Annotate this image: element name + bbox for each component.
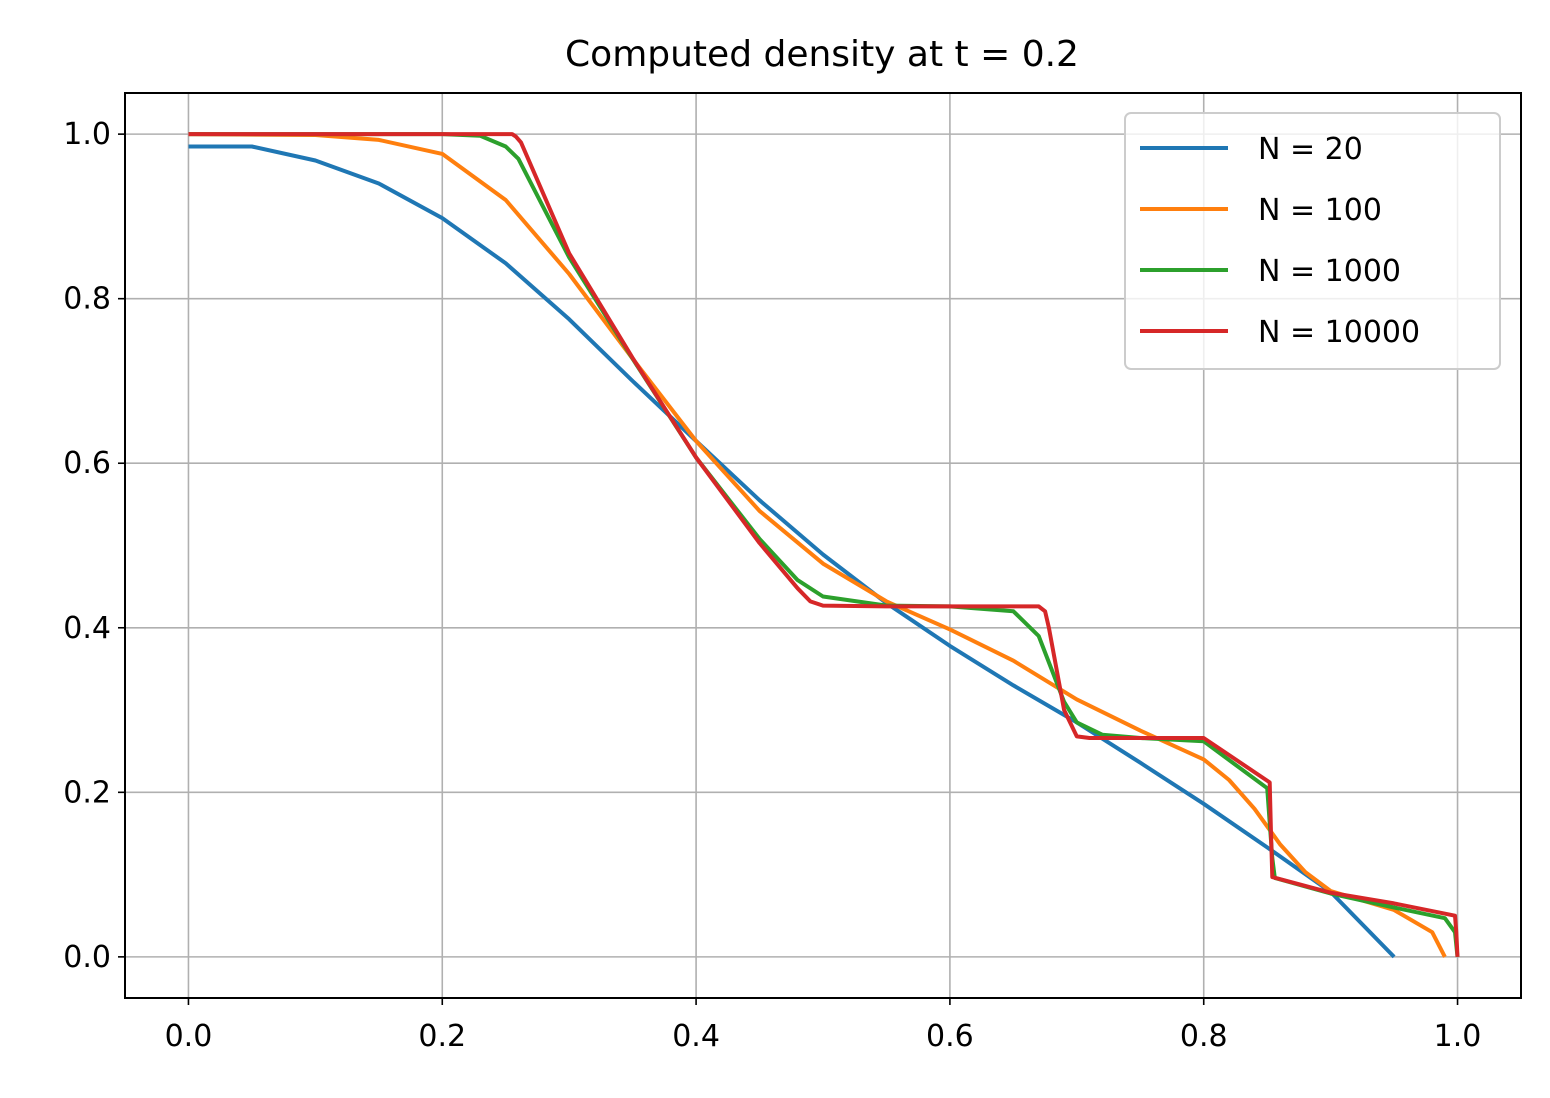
x-tick-label: 0.2 xyxy=(418,1019,466,1054)
series-line-4 xyxy=(188,132,1460,957)
y-tick-label: 0.6 xyxy=(63,446,111,481)
chart-title: Computed density at t = 0.2 xyxy=(565,34,1079,75)
y-tick-label: 0.0 xyxy=(63,940,111,975)
legend: N = 20 N = 100 N = 1000 N = 10000 xyxy=(1124,112,1501,370)
x-tick-label: 0.8 xyxy=(1180,1019,1228,1054)
axis-ticks: 0.0 0.2 0.4 0.6 0.8 1.0 0.0 0.2 0.4 0.6 0.8 1.0 xyxy=(63,117,1481,1054)
x-tick-label: 0.6 xyxy=(926,1019,974,1054)
plot-frame xyxy=(124,92,1522,999)
series-line-1 xyxy=(188,144,1396,959)
y-tick-label: 0.4 xyxy=(63,611,111,646)
series-line-2 xyxy=(188,132,1447,958)
y-tick-label: 0.2 xyxy=(63,775,111,810)
legend-label: N = 1000 xyxy=(1258,254,1401,289)
y-tick-label: 0.8 xyxy=(63,282,111,317)
legend-label: N = 100 xyxy=(1258,193,1382,228)
y-tick-label: 1.0 xyxy=(63,117,111,152)
x-tick-label: 1.0 xyxy=(1434,1019,1482,1054)
legend-label: N = 10000 xyxy=(1258,315,1420,350)
legend-label: N = 20 xyxy=(1258,132,1363,167)
series-lines xyxy=(188,132,1460,959)
x-tick-label: 0.0 xyxy=(165,1019,213,1054)
legend-box xyxy=(1124,112,1501,370)
x-tick-label: 0.4 xyxy=(672,1019,720,1054)
